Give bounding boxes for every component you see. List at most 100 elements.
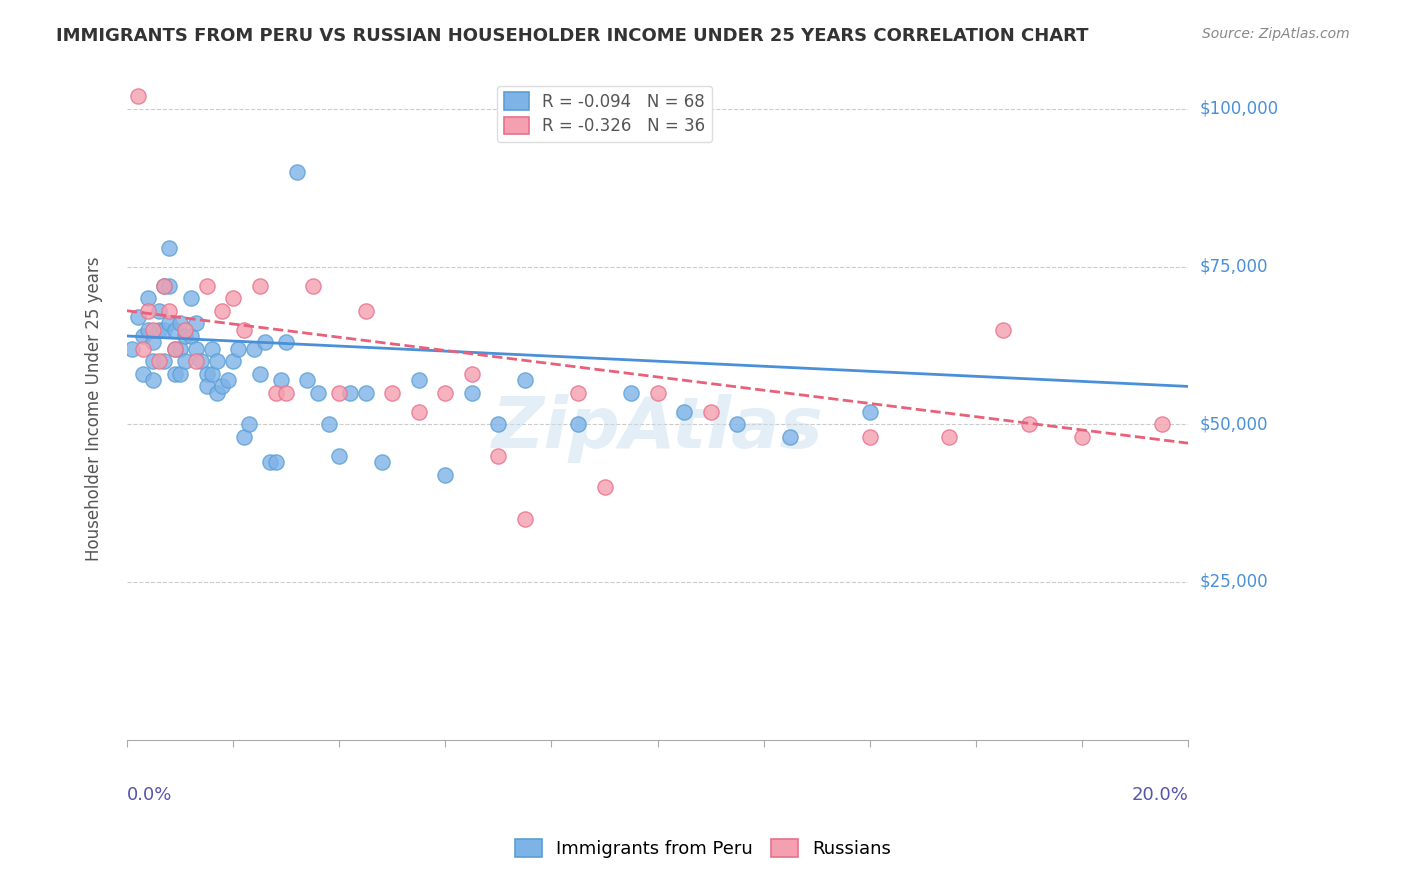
Point <box>264 455 287 469</box>
Point <box>461 385 484 400</box>
Point <box>169 317 191 331</box>
Point <box>339 385 361 400</box>
Point <box>163 323 186 337</box>
Point <box>274 335 297 350</box>
Point <box>121 342 143 356</box>
Point <box>647 385 669 400</box>
Point <box>169 367 191 381</box>
Point <box>136 303 159 318</box>
Point <box>253 335 276 350</box>
Point <box>174 354 197 368</box>
Point <box>211 303 233 318</box>
Point <box>328 449 350 463</box>
Point <box>232 323 254 337</box>
Point <box>201 342 224 356</box>
Point <box>132 342 155 356</box>
Text: $100,000: $100,000 <box>1199 100 1278 118</box>
Point <box>264 385 287 400</box>
Point <box>222 354 245 368</box>
Point <box>859 404 882 418</box>
Point <box>486 417 509 432</box>
Text: $50,000: $50,000 <box>1199 416 1268 434</box>
Point <box>513 373 536 387</box>
Point <box>307 385 329 400</box>
Point <box>190 354 212 368</box>
Point <box>593 480 616 494</box>
Point <box>461 367 484 381</box>
Point <box>201 367 224 381</box>
Point <box>142 373 165 387</box>
Point <box>228 342 250 356</box>
Point <box>859 430 882 444</box>
Point <box>513 512 536 526</box>
Point <box>270 373 292 387</box>
Point <box>354 303 377 318</box>
Point <box>127 310 149 324</box>
Point <box>132 367 155 381</box>
Point <box>132 329 155 343</box>
Point <box>779 430 801 444</box>
Point <box>169 342 191 356</box>
Point <box>157 278 180 293</box>
Point <box>195 278 218 293</box>
Point <box>157 241 180 255</box>
Point <box>180 291 202 305</box>
Point <box>142 354 165 368</box>
Point <box>381 385 404 400</box>
Point <box>180 329 202 343</box>
Text: 0.0%: 0.0% <box>127 786 173 804</box>
Point <box>174 329 197 343</box>
Point <box>620 385 643 400</box>
Point <box>184 354 207 368</box>
Point <box>222 291 245 305</box>
Text: Source: ZipAtlas.com: Source: ZipAtlas.com <box>1202 27 1350 41</box>
Point <box>195 367 218 381</box>
Point <box>127 89 149 103</box>
Legend: Immigrants from Peru, Russians: Immigrants from Peru, Russians <box>508 831 898 865</box>
Point <box>1150 417 1173 432</box>
Text: 20.0%: 20.0% <box>1132 786 1188 804</box>
Legend: R = -0.094   N = 68, R = -0.326   N = 36: R = -0.094 N = 68, R = -0.326 N = 36 <box>498 86 711 142</box>
Point <box>434 467 457 482</box>
Point <box>301 278 323 293</box>
Point <box>217 373 239 387</box>
Point <box>238 417 260 432</box>
Point <box>184 317 207 331</box>
Point <box>148 323 170 337</box>
Point <box>1018 417 1040 432</box>
Point <box>567 417 589 432</box>
Point <box>163 342 186 356</box>
Point <box>486 449 509 463</box>
Point <box>232 430 254 444</box>
Point <box>211 379 233 393</box>
Point <box>991 323 1014 337</box>
Point <box>153 354 176 368</box>
Point <box>174 323 197 337</box>
Point <box>434 385 457 400</box>
Point <box>205 354 228 368</box>
Text: $25,000: $25,000 <box>1199 573 1268 591</box>
Y-axis label: Householder Income Under 25 years: Householder Income Under 25 years <box>86 256 103 561</box>
Point <box>699 404 721 418</box>
Point <box>153 323 176 337</box>
Point <box>249 367 271 381</box>
Text: IMMIGRANTS FROM PERU VS RUSSIAN HOUSEHOLDER INCOME UNDER 25 YEARS CORRELATION CH: IMMIGRANTS FROM PERU VS RUSSIAN HOUSEHOL… <box>56 27 1088 45</box>
Point <box>725 417 748 432</box>
Point <box>148 354 170 368</box>
Point <box>205 385 228 400</box>
Point <box>354 385 377 400</box>
Text: $75,000: $75,000 <box>1199 258 1268 276</box>
Point <box>259 455 281 469</box>
Point <box>1071 430 1094 444</box>
Point <box>673 404 696 418</box>
Point <box>136 323 159 337</box>
Point <box>153 278 176 293</box>
Point <box>243 342 266 356</box>
Point <box>157 303 180 318</box>
Point <box>938 430 960 444</box>
Point <box>157 317 180 331</box>
Point <box>136 291 159 305</box>
Point <box>297 373 319 387</box>
Point <box>318 417 340 432</box>
Point <box>567 385 589 400</box>
